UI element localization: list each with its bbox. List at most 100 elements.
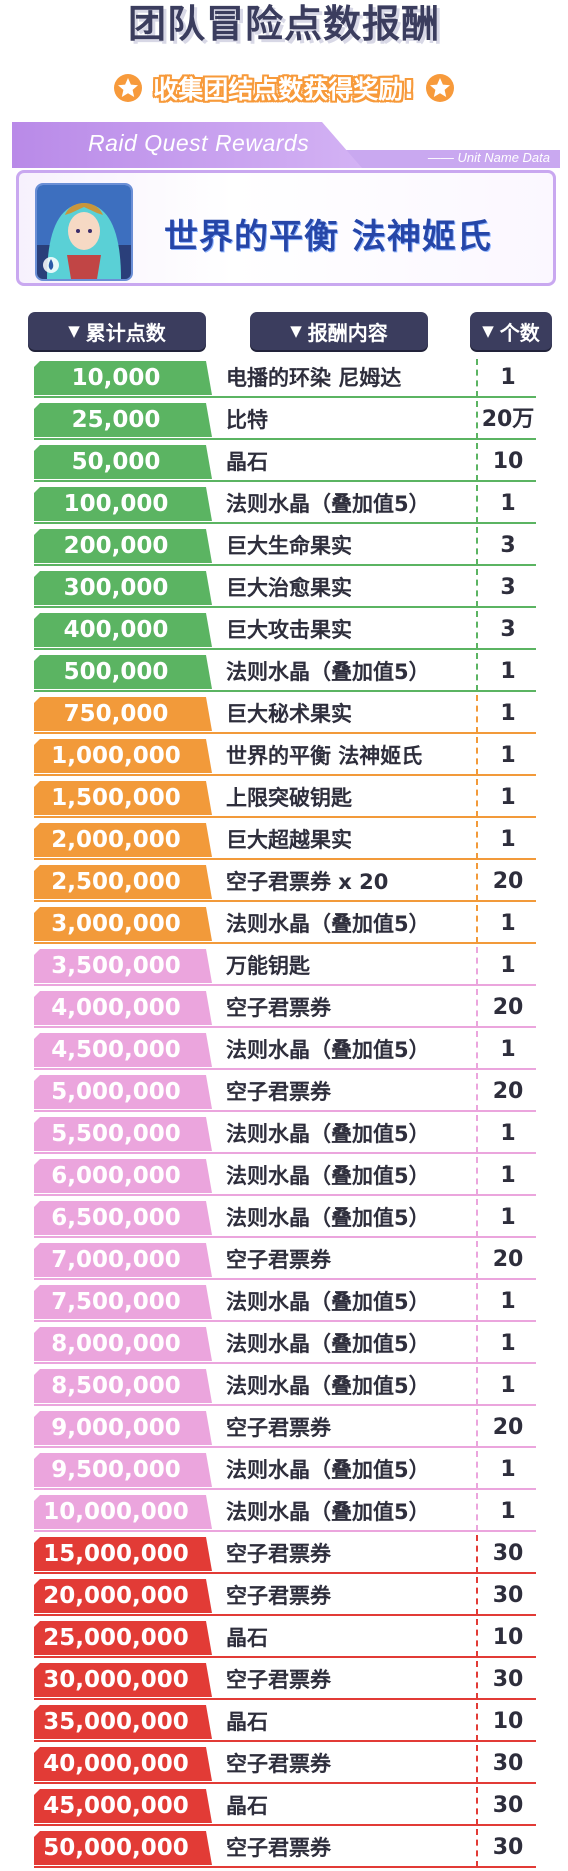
row-underline [34,1404,536,1406]
qty-cell: 1 [500,1121,516,1146]
qty-cell: 10 [492,1625,524,1650]
points-value: 15,000,000 [43,1541,189,1567]
points-value: 2,000,000 [51,827,181,853]
reward-cell: 法则水晶（叠加值5） [226,1122,430,1146]
points-cell: 15,000,000 [34,1537,212,1571]
points-value: 300,000 [63,575,169,601]
table-row: 2,500,000 空子君票券 x 20 20 [0,863,568,905]
row-underline [34,606,536,608]
row-underline [34,522,536,524]
qty-cell: 3 [500,575,516,600]
points-cell: 50,000,000 [34,1831,212,1865]
row-underline [34,858,536,860]
column-divider [476,1199,478,1237]
points-value: 6,500,000 [51,1205,181,1231]
row-underline [34,1068,536,1070]
table-row: 50,000 晶石 10 [0,443,568,485]
reward-cell: 法则水晶（叠加值5） [226,1500,430,1524]
table-row: 1,000,000 世界的平衡 法神姬氏 1 [0,737,568,779]
reward-cell: 法则水晶（叠加值5） [226,1038,430,1062]
row-underline [34,732,536,734]
card-tab [12,122,362,168]
qty-cell: 1 [500,491,516,516]
reward-cell: 法则水晶（叠加值5） [226,660,430,684]
table-row: 25,000,000 晶石 10 [0,1619,568,1661]
points-cell: 300,000 [34,571,212,605]
qty-cell: 1 [500,659,516,684]
qty-cell: 20 [492,869,524,894]
row-underline [34,900,536,902]
points-value: 100,000 [63,491,169,517]
qty-cell: 20万 [481,407,535,432]
table-row: 2,000,000 巨大超越果实 1 [0,821,568,863]
header-qty-label: 个数 [499,320,540,345]
row-underline [34,1614,536,1616]
qty-cell: 3 [500,617,516,642]
qty-cell: 1 [500,701,516,726]
points-cell: 200,000 [34,529,212,563]
row-underline [34,1194,536,1196]
points-cell: 9,000,000 [34,1411,212,1445]
reward-cell: 法则水晶（叠加值5） [226,1332,430,1356]
reward-cell: 空子君票券 [226,1248,331,1272]
points-cell: 3,000,000 [34,907,212,941]
column-divider [476,527,478,565]
qty-cell: 1 [500,1457,516,1482]
card-strip-label: —— Unit Name Data [427,150,550,165]
points-value: 50,000,000 [43,1835,189,1861]
reward-cell: 法则水晶（叠加值5） [226,1206,430,1230]
points-cell: 400,000 [34,613,212,647]
points-cell: 7,000,000 [34,1243,212,1277]
column-divider [476,401,478,439]
qty-cell: 20 [492,1079,524,1104]
triangle-down-icon: ▼ [68,322,80,340]
reward-cell: 空子君票券 [226,1668,331,1692]
column-divider [476,1115,478,1153]
points-cell: 10,000 [34,361,212,395]
points-value: 4,000,000 [51,995,181,1021]
points-value: 9,500,000 [51,1457,181,1483]
qty-cell: 10 [492,449,524,474]
points-value: 1,000,000 [51,743,181,769]
column-divider [476,695,478,733]
row-underline [34,1320,536,1322]
points-cell: 500,000 [34,655,212,689]
row-underline [34,774,536,776]
qty-cell: 30 [492,1667,524,1692]
qty-cell: 1 [500,911,516,936]
header-reward-label: 报酬内容 [307,320,388,345]
points-value: 9,000,000 [51,1415,181,1441]
column-divider [476,821,478,859]
table-row: 10,000 电播的环染 尼姆达 1 [0,359,568,401]
column-divider [476,569,478,607]
qty-cell: 20 [492,1415,524,1440]
reward-cell: 晶石 [226,1710,268,1734]
points-cell: 20,000,000 [34,1579,212,1613]
points-value: 8,500,000 [51,1373,181,1399]
points-value: 10,000 [71,365,161,391]
points-cell: 9,500,000 [34,1453,212,1487]
column-divider [476,737,478,775]
column-divider [476,1493,478,1531]
reward-cell: 巨大秘术果实 [226,702,352,726]
unit-card: —— Unit Name Data Raid Quest Rewards 世界的… [12,122,560,290]
qty-cell: 3 [500,533,516,558]
column-divider [476,863,478,901]
points-value: 30,000,000 [43,1667,189,1693]
card-tab-label: Raid Quest Rewards [88,130,310,156]
points-cell: 50,000 [34,445,212,479]
reward-cell: 法则水晶（叠加值5） [226,1374,430,1398]
reward-cell: 法则水晶（叠加值5） [226,492,430,516]
points-value: 5,000,000 [51,1079,181,1105]
column-divider [476,653,478,691]
reward-cell: 巨大治愈果实 [226,576,352,600]
reward-cell: 空子君票券 [226,996,331,1020]
reward-cell: 空子君票券 [226,1542,331,1566]
table-row: 400,000 巨大攻击果实 3 [0,611,568,653]
table-row: 750,000 巨大秘术果实 1 [0,695,568,737]
column-divider [476,1745,478,1783]
qty-cell: 1 [500,743,516,768]
row-underline [34,1362,536,1364]
qty-cell: 30 [492,1751,524,1776]
points-cell: 10,000,000 [34,1495,212,1529]
